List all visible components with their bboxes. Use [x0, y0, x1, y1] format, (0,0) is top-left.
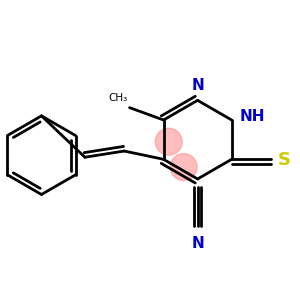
Text: CH₃: CH₃ — [108, 94, 128, 103]
Text: N: N — [191, 236, 204, 251]
Text: NH: NH — [240, 110, 266, 124]
Text: S: S — [278, 151, 291, 169]
Circle shape — [155, 128, 182, 155]
Circle shape — [170, 154, 197, 181]
Text: N: N — [191, 78, 204, 93]
